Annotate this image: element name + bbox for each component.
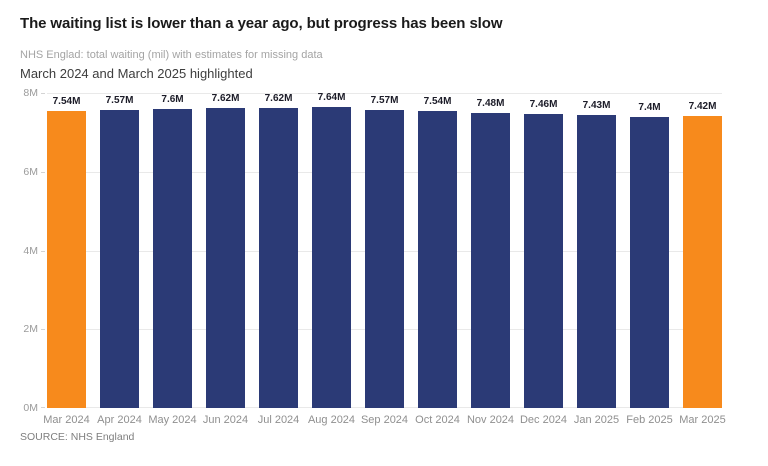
bar-column: 7.46M Dec 2024 — [520, 93, 567, 426]
bar-value-label: 7.46M — [529, 99, 558, 111]
x-tick-label: Apr 2024 — [97, 414, 142, 426]
bar-column: 7.43M Jan 2025 — [574, 93, 619, 426]
bar: 7.46M — [524, 99, 563, 408]
bar-column: 7.62M Jun 2024 — [203, 93, 248, 426]
y-tick-mark — [41, 329, 45, 331]
bar: 7.62M — [206, 93, 245, 408]
chart-highlight-note: March 2024 and March 2025 highlighted — [20, 66, 253, 81]
bar-value-label: 7.42M — [688, 100, 717, 112]
bar-column: 7.57M Sep 2024 — [361, 93, 408, 426]
bar-column: 7.54M Mar 2024 — [43, 93, 89, 426]
y-tick-mark — [41, 171, 45, 173]
y-tick-label: 6M — [23, 165, 38, 178]
bar: 7.48M — [471, 98, 510, 408]
bar-value-label: 7.57M — [105, 94, 134, 106]
bar-value-label: 7.54M — [423, 96, 452, 108]
bar: 7.62M — [259, 93, 298, 408]
y-tick-mark — [41, 407, 45, 408]
bar-highlighted: 7.42M — [683, 101, 722, 408]
bar-value-label: 7.64M — [317, 92, 346, 104]
x-tick-label: Oct 2024 — [415, 414, 460, 426]
bar-value-label: 7.6M — [161, 93, 184, 105]
y-axis: 8M 6M 4M 2M 0M — [0, 88, 45, 413]
y-tick-mark — [41, 93, 45, 94]
x-tick-label: Nov 2024 — [466, 414, 515, 426]
y-tick-mark — [41, 250, 45, 252]
bar: 7.6M — [153, 94, 192, 408]
bar-column: 7.57M Apr 2024 — [97, 93, 142, 426]
x-tick-label: Mar 2024 — [43, 414, 90, 426]
bar-column: 7.64M Aug 2024 — [308, 92, 355, 426]
bar-column: 7.62M Jul 2024 — [258, 93, 300, 426]
chart-subtitle: NHS Englad: total waiting (mil) with est… — [20, 49, 323, 61]
bar-value-label: 7.57M — [370, 94, 399, 106]
bar-value-label: 7.48M — [476, 98, 505, 110]
bar-highlighted: 7.54M — [47, 96, 86, 408]
y-tick-label: 4M — [23, 244, 38, 257]
x-tick-label: Feb 2025 — [626, 414, 673, 426]
bar: 7.43M — [577, 100, 616, 408]
x-tick-label: Dec 2024 — [519, 414, 568, 426]
bar-value-label: 7.4M — [638, 101, 661, 113]
x-tick-label: Jun 2024 — [202, 414, 249, 426]
bar-column: 7.54M Oct 2024 — [415, 93, 460, 426]
y-tick-label: 0M — [23, 402, 38, 414]
bar-value-label: 7.43M — [582, 100, 611, 112]
bar: 7.4M — [630, 102, 669, 408]
x-tick-label: Sep 2024 — [360, 414, 409, 426]
bar-value-label: 7.62M — [264, 92, 293, 104]
bar-column: 7.48M Nov 2024 — [467, 93, 514, 426]
bar: 7.57M — [100, 95, 139, 408]
bars-container: 7.54M Mar 2024 7.57M Apr 2024 7.6M May 2024 7.… — [43, 92, 725, 426]
bar: 7.57M — [365, 95, 404, 408]
bar: 7.64M — [312, 92, 351, 408]
bar-value-label: 7.62M — [211, 92, 240, 104]
source-note: SOURCE: NHS England — [20, 431, 135, 443]
x-tick-label: Jan 2025 — [573, 414, 620, 426]
x-tick-label: Aug 2024 — [307, 414, 356, 426]
bar-column: 7.6M May 2024 — [148, 93, 196, 426]
y-tick-label: 8M — [23, 87, 38, 99]
x-tick-label: Jul 2024 — [257, 414, 300, 426]
bar: 7.54M — [418, 96, 457, 408]
x-tick-label: Mar 2025 — [679, 414, 726, 426]
x-tick-label: May 2024 — [148, 414, 197, 426]
bar-column: 7.42M Mar 2025 — [679, 93, 725, 426]
bar-column: 7.4M Feb 2025 — [626, 93, 672, 426]
gridline — [47, 93, 722, 94]
y-tick-label: 2M — [23, 323, 38, 336]
chart-title: The waiting list is lower than a year ag… — [20, 15, 503, 32]
plot-area: 7.54M Mar 2024 7.57M Apr 2024 7.6M May 2024 7.… — [43, 92, 725, 426]
bar-value-label: 7.54M — [52, 96, 81, 108]
